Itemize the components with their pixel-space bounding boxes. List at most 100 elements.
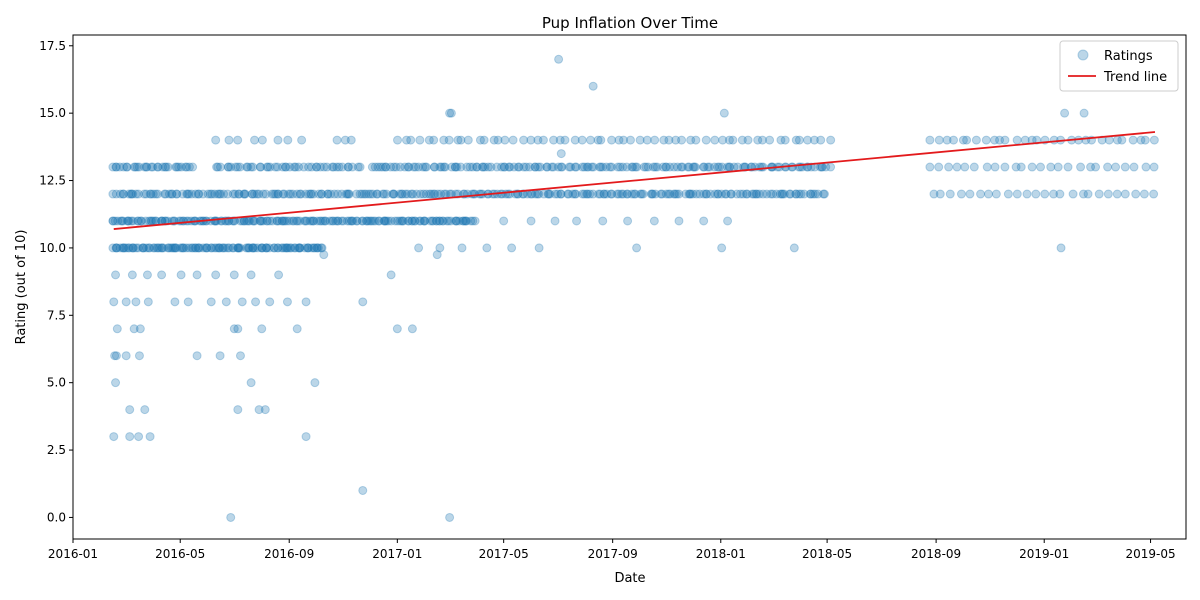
data-point bbox=[661, 162, 671, 172]
data-point bbox=[257, 135, 267, 145]
data-point bbox=[1060, 108, 1070, 118]
data-point bbox=[564, 189, 574, 199]
data-point bbox=[205, 189, 215, 199]
data-point bbox=[588, 162, 598, 172]
data-point bbox=[650, 135, 660, 145]
data-point bbox=[343, 162, 353, 172]
data-point bbox=[193, 243, 203, 253]
data-point bbox=[273, 189, 283, 199]
data-point bbox=[791, 135, 801, 145]
data-point bbox=[1055, 189, 1065, 199]
data-point bbox=[380, 216, 390, 226]
data-point bbox=[164, 189, 174, 199]
data-point bbox=[231, 162, 241, 172]
data-point bbox=[292, 189, 302, 199]
data-point bbox=[163, 243, 173, 253]
data-point bbox=[705, 189, 715, 199]
data-point bbox=[684, 189, 694, 199]
data-point bbox=[570, 162, 580, 172]
data-point bbox=[289, 243, 299, 253]
data-point bbox=[504, 162, 514, 172]
data-point bbox=[544, 189, 554, 199]
data-point bbox=[582, 189, 592, 199]
data-point bbox=[301, 432, 311, 442]
data-point bbox=[676, 162, 686, 172]
data-point bbox=[606, 189, 616, 199]
data-point bbox=[1149, 189, 1159, 199]
data-point bbox=[460, 216, 470, 226]
data-point bbox=[768, 189, 778, 199]
trend-line bbox=[113, 131, 1156, 230]
data-point bbox=[206, 297, 216, 307]
data-point bbox=[625, 135, 635, 145]
data-point bbox=[211, 270, 221, 280]
data-point bbox=[122, 162, 132, 172]
data-point bbox=[109, 297, 119, 307]
data-point bbox=[379, 189, 389, 199]
data-point bbox=[1141, 162, 1151, 172]
data-point bbox=[648, 189, 658, 199]
data-point bbox=[1112, 189, 1122, 199]
data-point bbox=[289, 162, 299, 172]
data-point bbox=[121, 297, 131, 307]
data-point bbox=[612, 189, 622, 199]
data-point bbox=[367, 162, 377, 172]
data-point bbox=[461, 216, 471, 226]
data-point bbox=[420, 216, 430, 226]
data-point bbox=[444, 216, 454, 226]
data-point bbox=[373, 162, 383, 172]
data-point bbox=[292, 324, 302, 334]
data-point bbox=[632, 162, 642, 172]
data-point bbox=[432, 250, 442, 260]
data-point bbox=[167, 243, 177, 253]
data-point bbox=[133, 216, 143, 226]
data-point bbox=[935, 189, 945, 199]
data-point bbox=[215, 243, 225, 253]
data-point bbox=[216, 189, 226, 199]
data-point bbox=[167, 189, 177, 199]
data-point bbox=[234, 189, 244, 199]
y-tick-label: 0.0 bbox=[47, 510, 66, 524]
points-layer bbox=[108, 54, 1159, 522]
data-point bbox=[439, 162, 449, 172]
data-point bbox=[533, 162, 543, 172]
data-point bbox=[470, 216, 480, 226]
data-point bbox=[526, 216, 536, 226]
data-point bbox=[404, 216, 414, 226]
data-point bbox=[409, 162, 419, 172]
y-tick-label: 17.5 bbox=[39, 39, 66, 53]
data-point bbox=[228, 243, 238, 253]
trend-layer bbox=[113, 131, 1156, 230]
data-point bbox=[134, 351, 144, 361]
data-point bbox=[273, 189, 283, 199]
data-point bbox=[254, 405, 264, 415]
data-point bbox=[303, 243, 313, 253]
data-point bbox=[659, 135, 669, 145]
data-point bbox=[699, 216, 709, 226]
data-point bbox=[691, 135, 701, 145]
data-point bbox=[255, 216, 265, 226]
data-point bbox=[424, 189, 434, 199]
data-point bbox=[244, 243, 254, 253]
data-point bbox=[140, 405, 150, 415]
data-point bbox=[309, 243, 319, 253]
data-point bbox=[258, 216, 268, 226]
data-point bbox=[677, 162, 687, 172]
data-point bbox=[652, 162, 662, 172]
data-point bbox=[108, 162, 118, 172]
data-point bbox=[180, 162, 190, 172]
data-point bbox=[547, 162, 557, 172]
data-point bbox=[280, 216, 290, 226]
data-point bbox=[228, 243, 238, 253]
data-point bbox=[317, 243, 327, 253]
data-point bbox=[179, 243, 189, 253]
data-point bbox=[618, 162, 628, 172]
data-point bbox=[479, 135, 489, 145]
data-point bbox=[265, 216, 275, 226]
data-point bbox=[627, 162, 637, 172]
data-point bbox=[543, 189, 553, 199]
data-point bbox=[656, 189, 666, 199]
data-point bbox=[803, 135, 813, 145]
data-point bbox=[813, 189, 823, 199]
